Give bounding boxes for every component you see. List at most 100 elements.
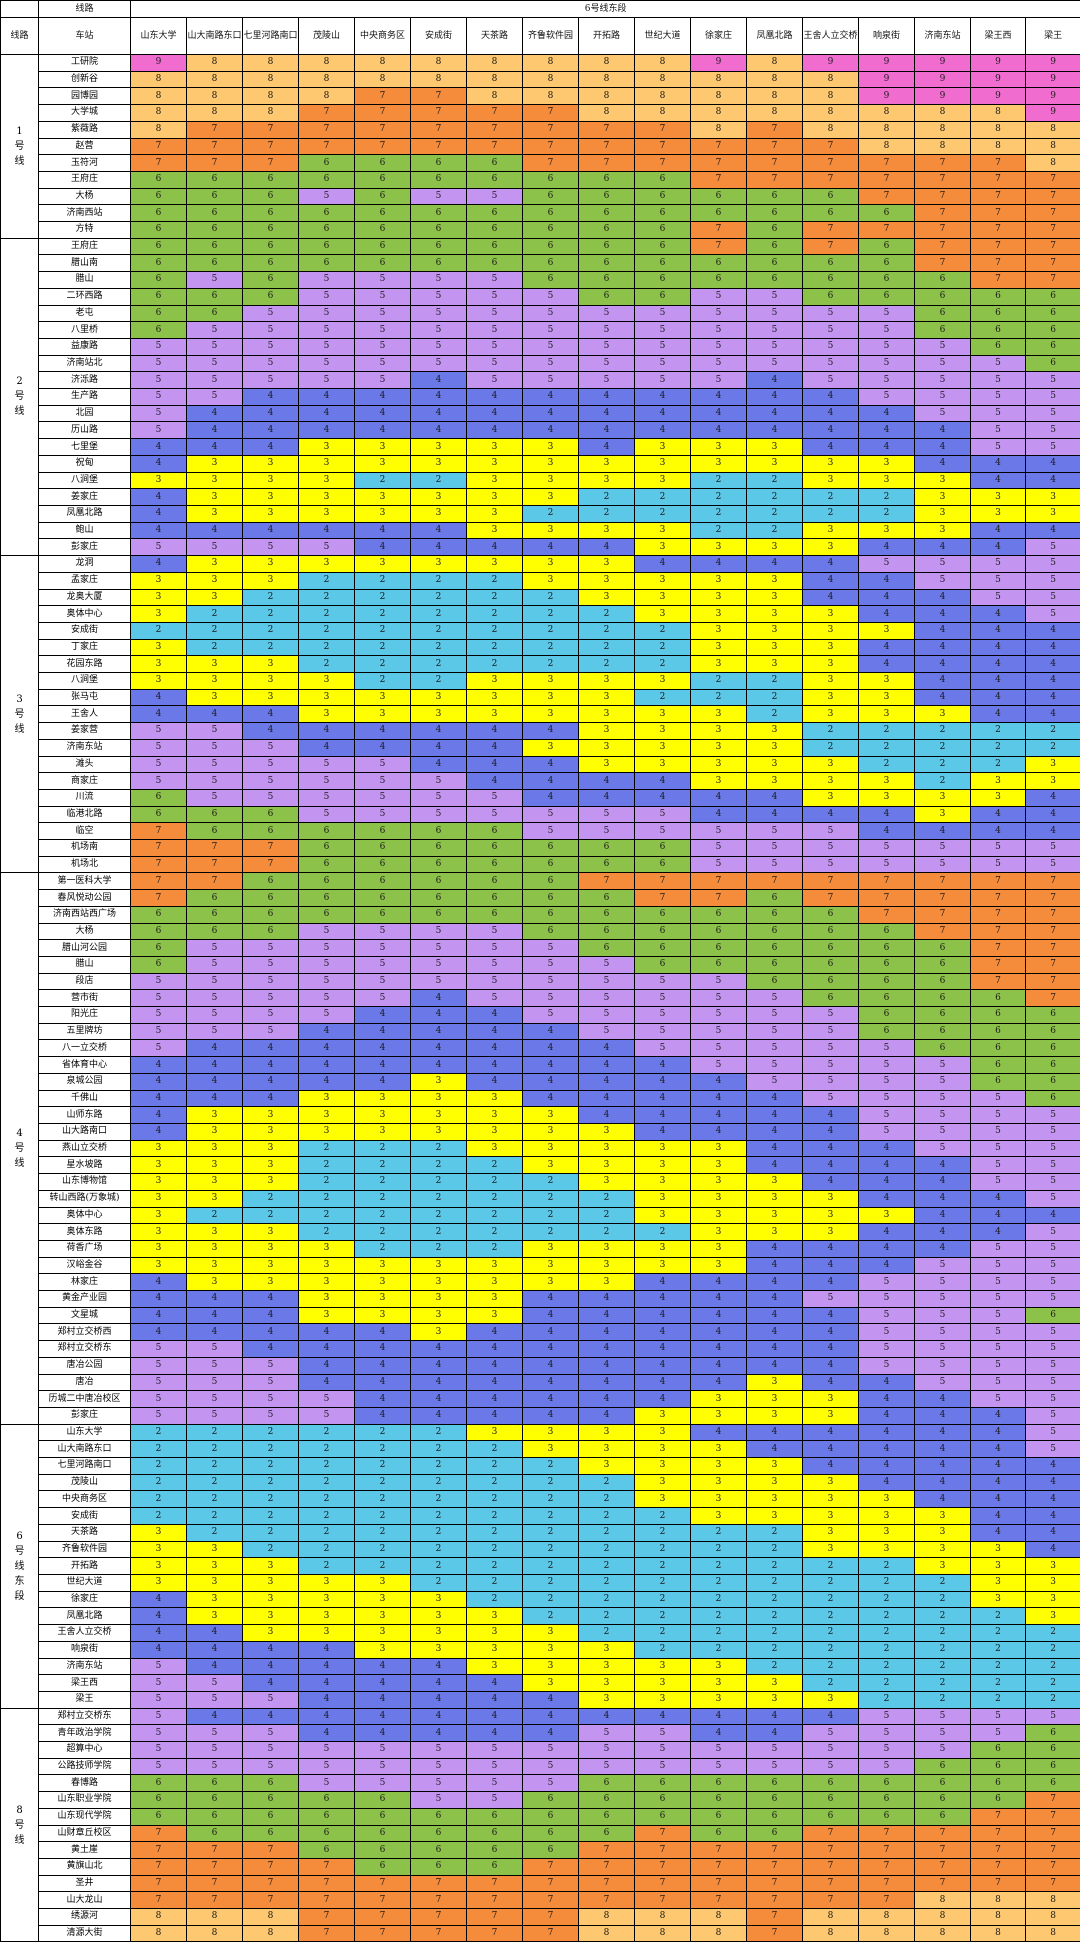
fare-cell: 7 — [858, 1824, 915, 1843]
fare-cell: 7 — [914, 872, 971, 891]
fare-cell: 4 — [1024, 822, 1080, 841]
fare-cell: 5 — [186, 955, 243, 974]
fare-cell: 3 — [186, 672, 243, 690]
fare-cell: 5 — [802, 1089, 859, 1108]
origin-station-name: 春风悦动公园 — [38, 889, 131, 907]
fare-cell: 7 — [802, 1841, 859, 1859]
fare-cell: 6 — [970, 304, 1026, 323]
fare-cell: 2 — [522, 1457, 579, 1475]
fare-cell: 3 — [242, 454, 299, 473]
fare-cell: 2 — [186, 605, 243, 623]
fare-cell: 3 — [914, 705, 971, 724]
fare-cell: 6 — [634, 1807, 691, 1826]
fare-cell: 3 — [466, 672, 523, 690]
origin-station-name: 益康路 — [38, 337, 131, 356]
fare-cell: 5 — [130, 989, 187, 1008]
fare-cell: 6 — [186, 187, 243, 206]
fare-cell: 4 — [354, 1406, 411, 1425]
fare-cell: 4 — [466, 1406, 523, 1425]
fare-cell: 6 — [466, 1841, 523, 1859]
origin-station-name: 段店 — [38, 972, 131, 991]
fare-cell: 3 — [1024, 772, 1080, 790]
fare-cell: 4 — [858, 1173, 915, 1191]
fare-cell: 2 — [410, 1573, 467, 1592]
fare-cell: 5 — [970, 1256, 1026, 1275]
fare-cell: 7 — [578, 1841, 635, 1859]
fare-cell: 2 — [578, 1624, 635, 1642]
fare-cell: 5 — [466, 805, 523, 824]
fare-cell: 6 — [130, 1807, 187, 1826]
fare-cell: 2 — [522, 621, 579, 640]
fare-cell: 7 — [466, 1908, 523, 1926]
fare-cell: 3 — [130, 1223, 187, 1241]
fare-cell: 7 — [242, 855, 299, 874]
fare-cell: 5 — [634, 822, 691, 841]
fare-cell: 4 — [186, 404, 243, 423]
fare-cell: 5 — [970, 1390, 1026, 1408]
fare-cell: 7 — [858, 154, 915, 172]
fare-cell: 5 — [970, 1239, 1026, 1258]
fare-cell: 6 — [130, 254, 187, 273]
fare-cell: 5 — [970, 571, 1026, 590]
fare-cell: 4 — [410, 755, 467, 774]
table-row: 春博路 6 6 6 5 5 5 5 5 6 6 6 6 6 6 6 6 6 — [1, 1774, 1080, 1793]
fare-cell: 6 — [522, 889, 579, 907]
fare-cell: 7 — [1024, 872, 1080, 891]
fare-cell: 2 — [186, 1490, 243, 1509]
table-row: 八涧堡 3 3 3 3 2 2 3 3 3 3 2 2 3 3 3 4 4 — [1, 471, 1080, 490]
header-row-top: 线路 6号线东段 — [0, 0, 1080, 18]
fare-cell: 4 — [298, 1340, 355, 1358]
fare-cell: 3 — [186, 488, 243, 506]
fare-cell: 7 — [522, 104, 579, 122]
fare-cell: 2 — [634, 688, 691, 707]
fare-cell: 3 — [242, 1607, 299, 1626]
fare-cell: 4 — [522, 1306, 579, 1325]
table-row: 张马屯 4 3 3 3 3 3 3 3 3 2 2 2 3 3 4 4 4 — [1, 688, 1080, 707]
fare-cell: 5 — [186, 1356, 243, 1375]
fare-cell: 4 — [466, 1056, 523, 1074]
fare-cell: 4 — [858, 1440, 915, 1459]
fare-cell: 2 — [410, 1423, 467, 1442]
fare-cell: 2 — [466, 1490, 523, 1509]
fare-cell: 6 — [802, 204, 859, 223]
fare-cell: 3 — [634, 755, 691, 774]
column-header-station: 世纪大道 — [634, 17, 691, 55]
fare-cell: 4 — [298, 1674, 355, 1692]
fare-cell: 5 — [858, 1089, 915, 1108]
fare-cell: 5 — [186, 1690, 243, 1709]
fare-cell: 2 — [410, 605, 467, 623]
fare-cell: 4 — [1024, 454, 1080, 473]
fare-cell: 3 — [690, 454, 747, 473]
fare-cell: 7 — [186, 839, 243, 857]
fare-cell: 6 — [1024, 1724, 1080, 1743]
fare-cell: 6 — [130, 1791, 187, 1809]
fare-cell: 8 — [970, 120, 1026, 139]
fare-cell: 2 — [578, 1540, 635, 1559]
fare-cell: 4 — [746, 1123, 803, 1141]
fare-cell: 5 — [1024, 1239, 1080, 1258]
fare-cell: 3 — [690, 1156, 747, 1175]
fare-cell: 3 — [410, 488, 467, 506]
fare-cell: 2 — [354, 1173, 411, 1191]
fare-cell: 7 — [466, 120, 523, 139]
fare-cell: 5 — [802, 321, 859, 339]
fare-cell: 6 — [186, 170, 243, 189]
fare-cell: 5 — [298, 989, 355, 1008]
fare-cell: 4 — [858, 1457, 915, 1475]
origin-station-name: 安成街 — [38, 1507, 131, 1525]
fare-cell: 7 — [802, 872, 859, 891]
fare-cell: 4 — [914, 1189, 971, 1208]
fare-cell: 5 — [970, 588, 1026, 607]
fare-cell: 6 — [242, 254, 299, 273]
fare-cell: 2 — [410, 1440, 467, 1459]
fare-cell: 8 — [858, 1924, 915, 1942]
fare-cell: 6 — [466, 154, 523, 172]
fare-cell: 6 — [746, 955, 803, 974]
fare-cell: 5 — [242, 955, 299, 974]
fare-cell: 6 — [410, 822, 467, 841]
fare-cell: 8 — [746, 87, 803, 106]
fare-cell: 2 — [970, 1607, 1026, 1626]
fare-cell: 8 — [242, 87, 299, 106]
origin-station-name: 山东博物馆 — [38, 1173, 131, 1191]
fare-cell: 3 — [802, 788, 859, 807]
